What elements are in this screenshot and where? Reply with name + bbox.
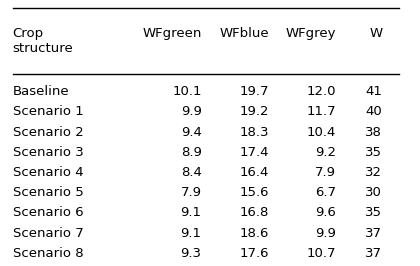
Text: 9.9: 9.9 <box>315 227 336 240</box>
Text: 10.1: 10.1 <box>172 85 202 98</box>
Text: 8.9: 8.9 <box>181 146 202 159</box>
Text: 9.1: 9.1 <box>181 227 202 240</box>
Text: 19.2: 19.2 <box>239 105 269 118</box>
Text: Scenario 2: Scenario 2 <box>13 126 83 139</box>
Text: 8.4: 8.4 <box>181 166 202 179</box>
Text: Scenario 3: Scenario 3 <box>13 146 83 159</box>
Text: 35: 35 <box>365 146 382 159</box>
Text: Scenario 7: Scenario 7 <box>13 227 83 240</box>
Text: Crop
structure: Crop structure <box>13 27 74 55</box>
Text: 18.6: 18.6 <box>239 227 269 240</box>
Text: 38: 38 <box>365 126 382 139</box>
Text: WFblue: WFblue <box>219 27 269 40</box>
Text: 41: 41 <box>365 85 382 98</box>
Text: 9.1: 9.1 <box>181 206 202 219</box>
Text: 7.9: 7.9 <box>181 186 202 199</box>
Text: 9.3: 9.3 <box>181 247 202 260</box>
Text: Scenario 1: Scenario 1 <box>13 105 83 118</box>
Text: 11.7: 11.7 <box>306 105 336 118</box>
Text: 17.4: 17.4 <box>239 146 269 159</box>
Text: 19.7: 19.7 <box>239 85 269 98</box>
Text: 35: 35 <box>365 206 382 219</box>
Text: 17.6: 17.6 <box>239 247 269 260</box>
Text: 37: 37 <box>365 227 382 240</box>
Text: 40: 40 <box>365 105 382 118</box>
Text: Scenario 6: Scenario 6 <box>13 206 83 219</box>
Text: Baseline: Baseline <box>13 85 69 98</box>
Text: 30: 30 <box>365 186 382 199</box>
Text: 9.4: 9.4 <box>181 126 202 139</box>
Text: 6.7: 6.7 <box>315 186 336 199</box>
Text: 10.7: 10.7 <box>307 247 336 260</box>
Text: Scenario 4: Scenario 4 <box>13 166 83 179</box>
Text: WFgrey: WFgrey <box>286 27 336 40</box>
Text: 12.0: 12.0 <box>307 85 336 98</box>
Text: 18.3: 18.3 <box>239 126 269 139</box>
Text: Scenario 8: Scenario 8 <box>13 247 83 260</box>
Text: 7.9: 7.9 <box>315 166 336 179</box>
Text: 9.9: 9.9 <box>181 105 202 118</box>
Text: Scenario 5: Scenario 5 <box>13 186 83 199</box>
Text: W: W <box>369 27 382 40</box>
Text: 10.4: 10.4 <box>307 126 336 139</box>
Text: 9.2: 9.2 <box>315 146 336 159</box>
Text: WFgreen: WFgreen <box>142 27 202 40</box>
Text: 15.6: 15.6 <box>239 186 269 199</box>
Text: 32: 32 <box>365 166 382 179</box>
Text: 16.8: 16.8 <box>239 206 269 219</box>
Text: 37: 37 <box>365 247 382 260</box>
Text: 9.6: 9.6 <box>315 206 336 219</box>
Text: 16.4: 16.4 <box>239 166 269 179</box>
